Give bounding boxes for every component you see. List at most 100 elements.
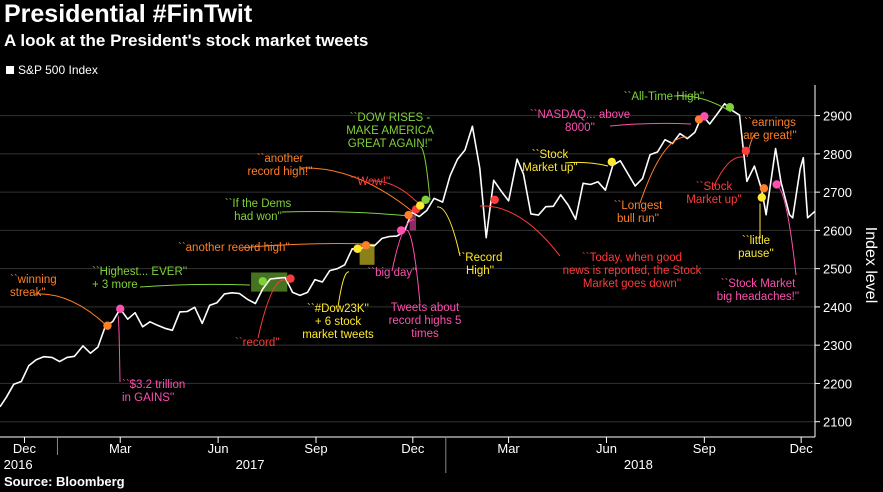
annotation-leader — [257, 279, 286, 339]
axes: 2100 2200 2300 2400 2500 2600 2700 2800 2900 Inde… — [0, 85, 879, 473]
annotation-text: had won'' — [234, 211, 282, 223]
annotation-text: Tweets about — [391, 302, 460, 314]
annotation-text: ``record'' — [235, 337, 280, 349]
annotation-text: ``Wow!'' — [350, 176, 391, 188]
tweet-marker — [490, 195, 499, 204]
annotation-leader — [419, 146, 431, 201]
gridlines — [0, 115, 815, 423]
annotation-text: Market goes down'' — [583, 278, 681, 290]
y-tick-label: 2900 — [823, 109, 852, 124]
x-tick-label: Sep — [693, 441, 716, 456]
tweet-marker — [759, 184, 769, 193]
annotation-leader — [479, 205, 561, 257]
x-tick-label: Dec — [401, 441, 425, 456]
tweet-markers — [103, 102, 781, 330]
annotation-text: ``earnings — [744, 117, 796, 129]
highlight-box — [359, 243, 375, 265]
annotation-leader — [139, 283, 251, 288]
annotation-text: times — [411, 328, 439, 340]
annotation-text: in GAINS'' — [122, 392, 174, 404]
annotation-leader — [639, 136, 688, 204]
x-tick-label: Dec — [13, 441, 37, 456]
annotation-text: + 3 more — [92, 279, 138, 291]
annotation-text: High'' — [466, 265, 494, 277]
tweet-marker — [404, 210, 413, 220]
annotation-leader — [337, 271, 350, 308]
annotation-text: ``winning — [10, 274, 57, 286]
x-year-label: 2016 — [4, 457, 33, 472]
annotation-text: ``$3.2 trillion — [122, 379, 185, 391]
annotation-text: MAKE AMERICA — [346, 125, 434, 137]
annotation-text: Market up'' — [686, 194, 742, 206]
page-title: Presidential #FinTwit — [4, 0, 253, 28]
annotation-text: + 6 stock — [315, 316, 362, 328]
annotation-text: ``big day'' — [367, 267, 416, 279]
y-tick-label: 2200 — [823, 376, 852, 391]
annotation-text: ``little — [742, 235, 770, 247]
tweet-marker — [416, 201, 425, 210]
annotation-text: record highs 5 — [389, 315, 462, 327]
tweet-marker — [757, 193, 767, 202]
annotation-leader — [369, 180, 422, 207]
annotation-text: news is reported, the Stock — [563, 265, 702, 277]
annotation-leader — [436, 206, 461, 257]
x-tick-label: Mar — [497, 441, 520, 456]
annotation-text: market tweets — [302, 329, 374, 341]
annotation-text: bull run'' — [617, 213, 659, 225]
annotation-leader — [609, 122, 692, 127]
y-tick-label: 2300 — [823, 338, 852, 353]
annotation-leader — [34, 293, 107, 326]
annotation-text: ``Today, when good — [582, 252, 682, 264]
x-tick-label: Sep — [304, 441, 327, 456]
annotation-text: Market up'' — [522, 162, 578, 174]
tweet-marker — [700, 112, 709, 121]
annotation-text: ``All-Time High'' — [624, 91, 705, 103]
annotation-text: 8000'' — [565, 122, 595, 134]
tweet-marker — [103, 321, 112, 330]
annotation-leaders — [34, 95, 797, 383]
legend: S&P 500 Index — [6, 63, 98, 77]
tweet-marker — [396, 226, 406, 235]
y-tick-label: 2800 — [823, 147, 852, 162]
y-tick-label: 2100 — [823, 415, 852, 430]
x-tick-label: Mar — [109, 441, 132, 456]
annotation-leader — [299, 167, 414, 213]
x-tick-label: Jun — [596, 441, 617, 456]
annotation-text: are great!'' — [743, 130, 797, 142]
annotation-text: ``Stock — [696, 181, 733, 193]
highlight-box — [251, 272, 288, 292]
sp500-series-line — [0, 102, 816, 408]
annotation-text: big headaches!'' — [717, 291, 799, 303]
y-tick-label: 2600 — [823, 223, 852, 238]
y-axis-title: Index level — [862, 227, 879, 304]
highlight-box — [409, 215, 417, 231]
tweet-marker — [258, 277, 268, 286]
annotation-leader — [405, 229, 421, 304]
x-tick-label: Dec — [790, 441, 814, 456]
x-tick-label: Jun — [208, 441, 229, 456]
annotation-text: streak'' — [10, 287, 46, 299]
tweet-marker — [725, 102, 735, 112]
tweet-marker — [116, 304, 125, 314]
tweet-marker — [741, 146, 751, 156]
source-note: Source: Bloomberg — [4, 474, 125, 489]
annotation-text: pause'' — [738, 248, 774, 260]
annotation-text: ``Record — [458, 252, 503, 264]
annotation-text: ``Longest — [614, 200, 663, 212]
annotation-text: ``Stock Market — [721, 278, 797, 290]
annotation-leader — [281, 211, 411, 217]
tweet-marker — [421, 195, 430, 204]
tweet-marker — [772, 180, 781, 189]
annotation-text: GREAT AGAIN!'' — [348, 138, 433, 150]
y-tick-label: 2700 — [823, 185, 852, 200]
annotation-text: ``another record high'' — [178, 242, 290, 254]
tweet-marker — [353, 244, 362, 253]
annotation-leader — [239, 243, 371, 249]
annotation-text: ``DOW RISES - — [350, 112, 431, 124]
legend-swatch — [6, 66, 14, 74]
annotation-text: ``#Dow23K'' — [307, 303, 369, 315]
annotation-leader — [713, 156, 744, 187]
annotation-leader — [117, 315, 121, 383]
